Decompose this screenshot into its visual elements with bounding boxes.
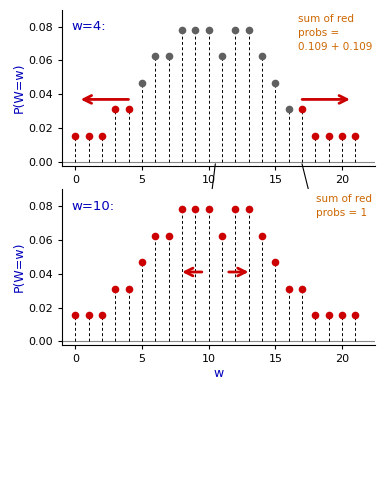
Text: sum of red
probs = 1: sum of red probs = 1 <box>316 194 372 217</box>
Text: sum of red
probs =
0.109 + 0.109: sum of red probs = 0.109 + 0.109 <box>298 14 372 52</box>
Text: w=4:: w=4: <box>71 21 106 34</box>
X-axis label: w: w <box>214 187 224 200</box>
Text: As extreme as 4
but in other tail: As extreme as 4 but in other tail <box>286 164 371 282</box>
X-axis label: w: w <box>214 367 224 380</box>
Text: Expected value
when H₀ true: Expected value when H₀ true <box>162 164 242 282</box>
Y-axis label: P(W=w): P(W=w) <box>12 241 26 292</box>
Text: w=10:: w=10: <box>71 200 115 213</box>
Y-axis label: P(W=w): P(W=w) <box>12 62 26 113</box>
